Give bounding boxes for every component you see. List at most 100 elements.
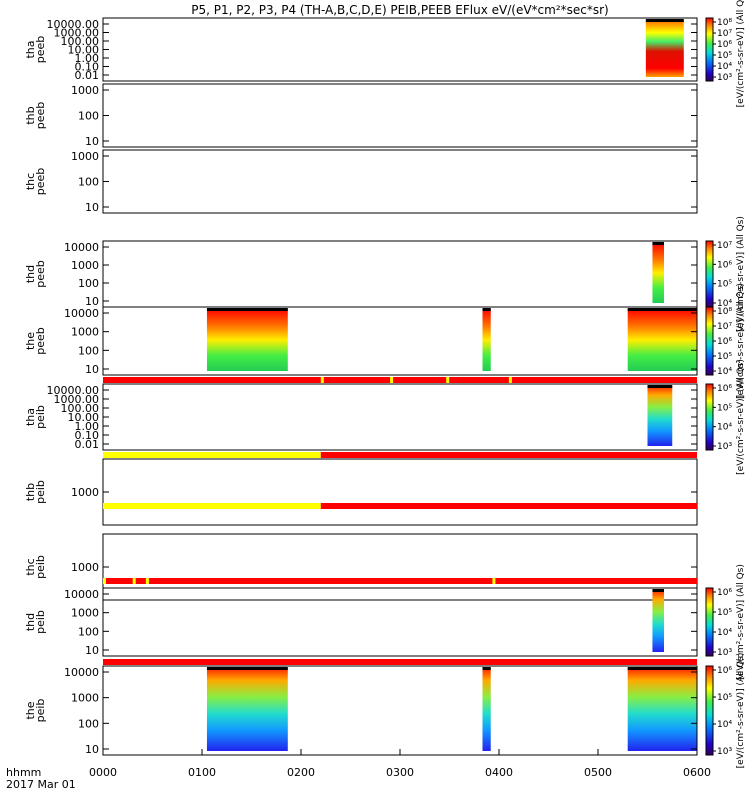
panel-ylabel-line-1: thd (24, 265, 37, 283)
colorbar-tick-label: 10⁷ (717, 29, 732, 39)
y-tick-label: 1000 (71, 607, 99, 620)
panel-ylabel-line-2: peib (34, 405, 47, 429)
colorbar-tick-label: 10³ (717, 442, 732, 452)
y-tick-label: 10.00 (68, 44, 100, 57)
colorbar-label: [eV/(cm²-s-sr-eV)] (All Qs) (736, 0, 746, 107)
colorbar-tick-label: 10⁵ (717, 608, 732, 618)
x-tick-label: 0600 (683, 766, 711, 779)
spectrogram-block-top-edge (627, 667, 697, 670)
colorbar-tick-label: 10³ (717, 73, 732, 83)
spectrogram-block (627, 309, 697, 371)
panel-frame (102, 240, 698, 308)
x-tick-label: 0200 (287, 766, 315, 779)
y-tick-label: 0.01 (75, 438, 100, 451)
mode-bar-segment (103, 377, 697, 383)
panel-ylabel-line-1: thc (24, 558, 37, 575)
chart-title: P5, P1, P2, P3, P4 (TH-A,B,C,D,E) PEIB,P… (191, 3, 608, 17)
mode-bar-segment (320, 503, 697, 509)
panel-frame (102, 17, 698, 82)
colorbar (705, 306, 714, 376)
panel-ylabel-line-1: thb (24, 483, 37, 501)
y-tick-label: 100 (78, 277, 99, 290)
colorbar-tick-label: 10⁵ (717, 403, 732, 413)
panel-ylabel-line-2: peib (34, 555, 47, 579)
panel-ylabel-line-2: peib (34, 610, 47, 634)
mode-bar-yellow-mark (145, 578, 149, 584)
y-tick-label: 10 (85, 201, 99, 214)
mode-bar-yellow-mark (132, 578, 136, 584)
mode-bar-segment (320, 452, 697, 458)
panel-ylabel-line-1: tha (24, 40, 37, 58)
colorbar-tick-label: 10⁸ (717, 18, 732, 28)
mode-bar-yellow-mark (492, 578, 496, 584)
x-axis-unit-label: hhmm (6, 766, 41, 779)
colorbar-tick-label: 10⁸ (717, 307, 732, 317)
colorbar-tick-label: 10⁵ (717, 352, 732, 362)
x-tick-label: 0400 (485, 766, 513, 779)
panel-ylabel-line-1: thc (24, 173, 37, 190)
colorbar-label: [eV/(cm²-s-sr-eV)] (All Qs) (736, 359, 746, 475)
colorbar-tick-label: 10⁶ (717, 40, 732, 50)
panel-ylabel-line-1: thd (24, 613, 37, 631)
panel-frame (102, 306, 698, 376)
colorbar (705, 240, 714, 308)
colorbar-tick-label: 10⁵ (717, 51, 732, 61)
colorbar-label: [eV/(cm²-s-sr-eV)] (All Qs) (736, 283, 746, 399)
mode-bar-3 (103, 503, 697, 509)
spectrogram-block-top-edge (627, 308, 697, 311)
mode-bar-yellow-mark (320, 377, 324, 383)
colorbar-label: [eV/(cm²-s-sr-eV)] (All Qs) (736, 216, 746, 332)
mode-bar-4 (103, 578, 697, 584)
colorbar-label: [eV/(cm²-s-sr-eV)] (All Qs) (736, 653, 746, 769)
spectrogram-block (482, 668, 491, 751)
colorbar-label: [eV/(cm²-s-sr-eV)] (All Qs) (736, 564, 746, 680)
mode-bar-5 (103, 659, 697, 665)
y-tick-label: 10 (85, 644, 99, 657)
spectrogram-block (482, 309, 491, 371)
colorbar-tick-label: 10⁴ (717, 299, 732, 309)
spectrogram-block-top-edge (206, 308, 288, 311)
y-tick-label: 100 (78, 717, 99, 730)
y-tick-label: 1000 (71, 326, 99, 339)
colorbar-tick-label: 10⁷ (717, 322, 732, 332)
y-tick-label: 100 (78, 110, 99, 123)
y-tick-label: 10000 (64, 588, 99, 601)
mode-bars-group (103, 377, 697, 665)
panel-ylabel-line-1: tha (24, 408, 37, 426)
mode-bar-segment (103, 452, 321, 458)
panel-ylabel-line-2: peeb (34, 168, 47, 196)
panel-frame (102, 83, 698, 148)
y-tick-label: 100.00 (61, 402, 100, 415)
colorbar-tick-label: 10⁶ (717, 337, 732, 347)
spectrogram-block-top-edge (652, 589, 664, 592)
mode-bar-yellow-mark (508, 377, 512, 383)
y-tick-label: 1.00 (75, 52, 100, 65)
y-tick-label: 10 (85, 363, 99, 376)
panel-ylabel-line-2: peeb (34, 260, 47, 288)
y-tick-label: 0.01 (75, 69, 100, 82)
panel-ylabel-line-1: thb (24, 106, 37, 124)
panels-group: 10000.001000.00100.0010.001.000.100.01th… (24, 0, 746, 768)
colorbar-tick-label: 10⁵ (717, 693, 732, 703)
mode-bar-segment (103, 578, 697, 584)
panel-ylabel-line-2: peeb (34, 36, 47, 64)
panel-ylabel-line-1: the (24, 701, 37, 719)
panel-ylabel-line-2: peeb (34, 327, 47, 355)
spectrogram-block-top-edge (652, 242, 664, 245)
spectrogram-block (652, 590, 664, 652)
panel-ylabel-line-1: the (24, 332, 37, 350)
y-tick-label: 100 (78, 625, 99, 638)
spectrogram-block-top-edge (482, 667, 491, 670)
colorbar-tick-label: 10³ (717, 648, 732, 658)
spectrogram-block-top-edge (647, 385, 673, 388)
spectrogram-block (206, 668, 288, 751)
x-tick-label: 0100 (188, 766, 216, 779)
colorbar-tick-label: 10⁴ (717, 367, 732, 377)
